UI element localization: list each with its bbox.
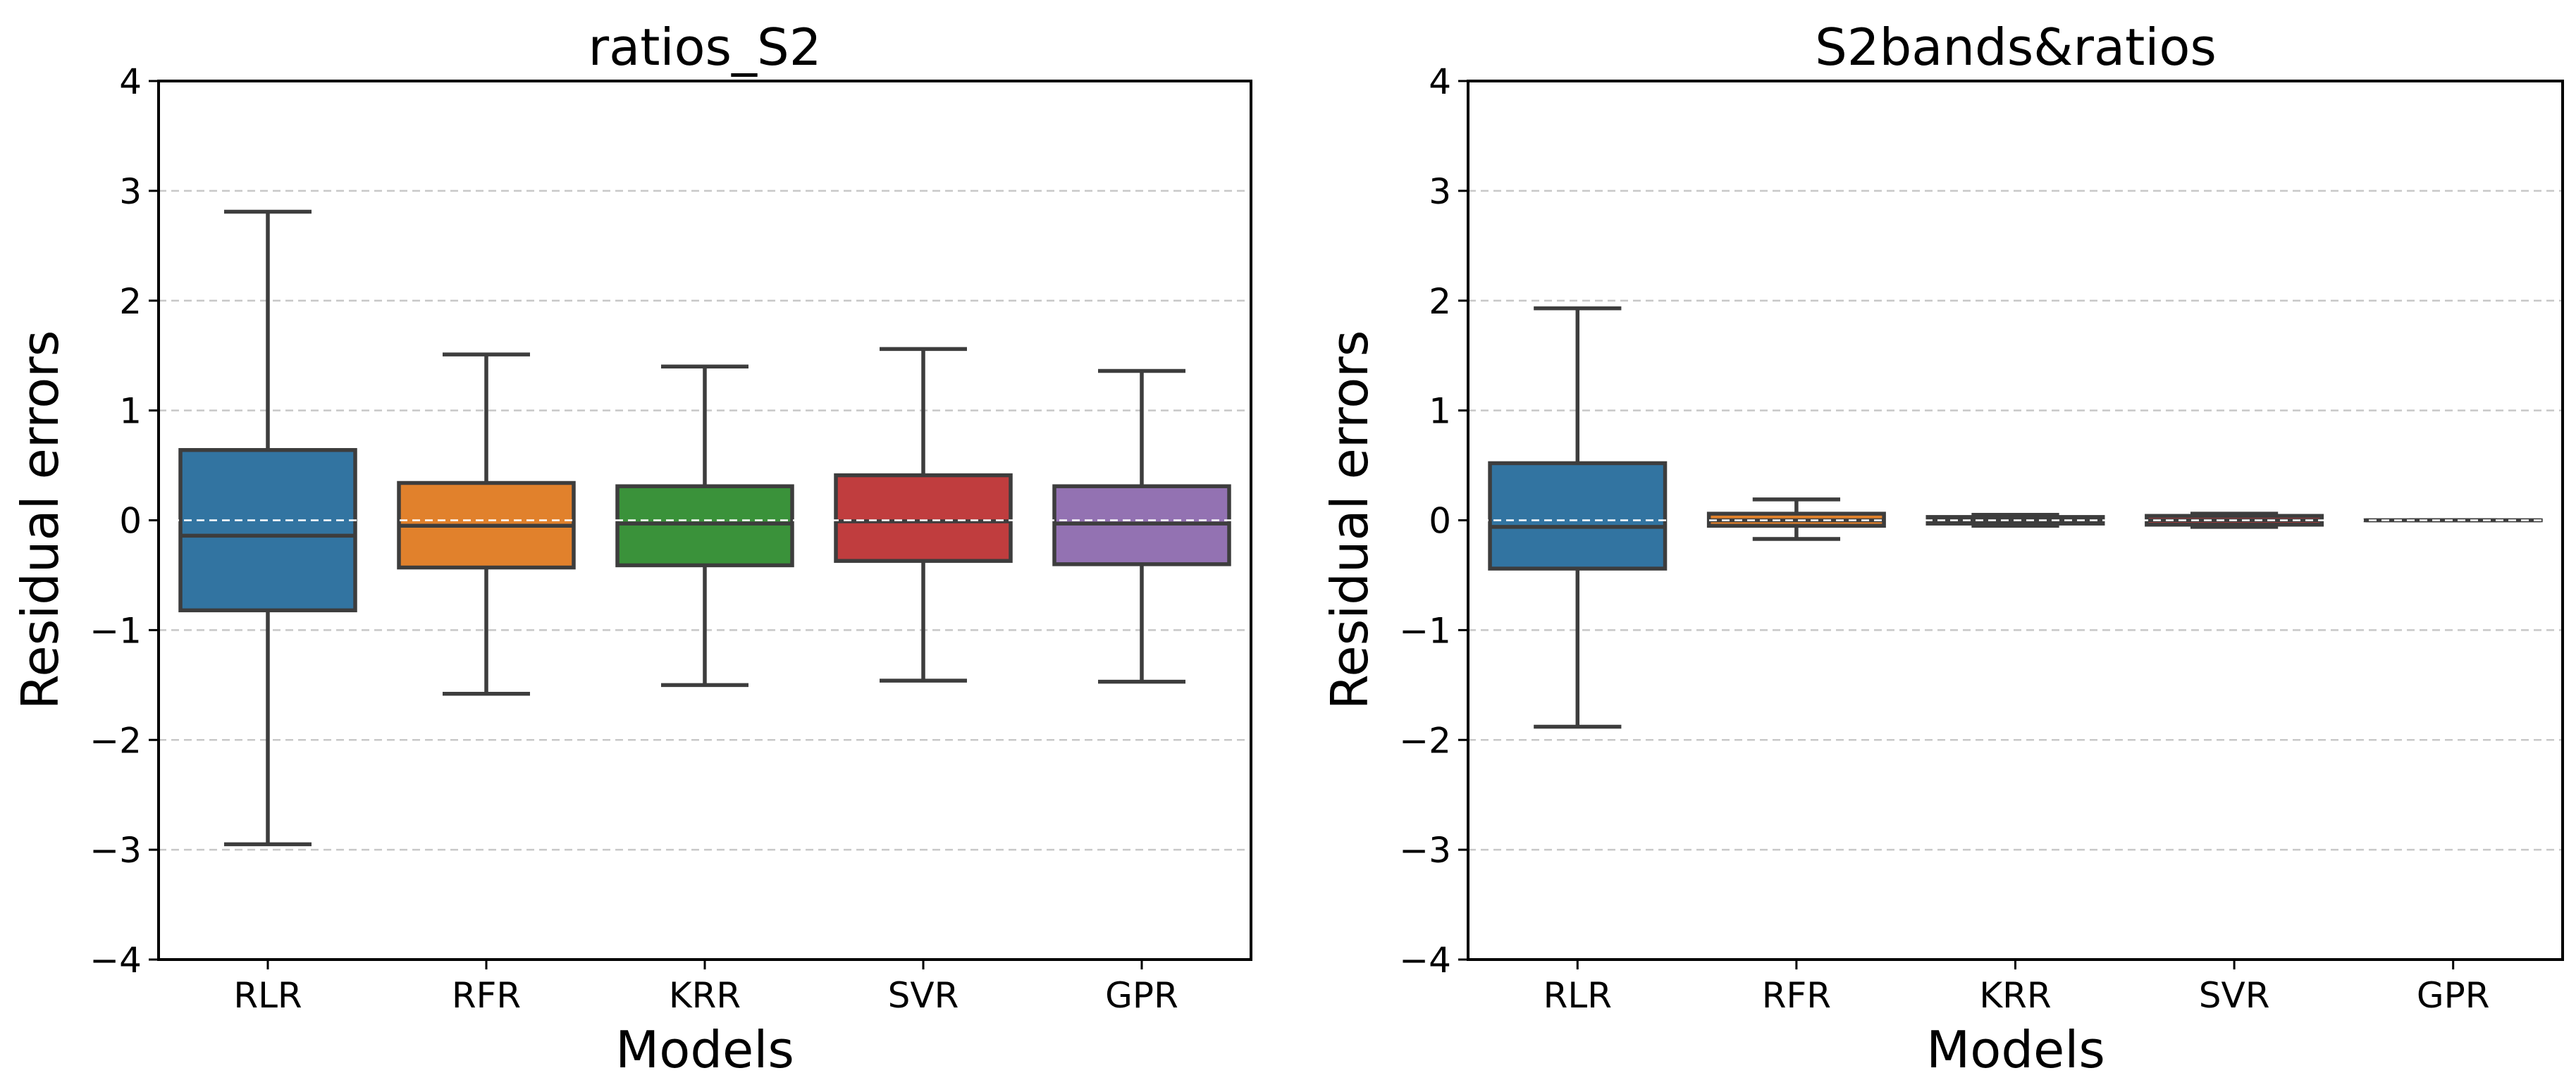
x-tick-label: GPR: [1105, 975, 1178, 1016]
x-tick-label: RLR: [233, 975, 302, 1016]
y-tick-label: 4: [1429, 61, 1451, 102]
box-body: [834, 473, 1013, 563]
x-tick-label: RFR: [452, 975, 521, 1016]
plot-frame: [1467, 80, 2564, 961]
y-tick-label: −3: [90, 830, 142, 871]
y-tick-label: 2: [119, 281, 142, 322]
box-rfr: [397, 352, 576, 696]
x-tick-label: RLR: [1543, 975, 1612, 1016]
x-axis-title: Models: [1926, 1020, 2105, 1079]
box-body: [1488, 461, 1668, 571]
y-tick-label: 0: [119, 501, 142, 542]
y-tick-label: −1: [1399, 610, 1451, 651]
y-tick-label: 4: [119, 61, 142, 102]
x-tick-label: GPR: [2417, 975, 2490, 1016]
x-axis-title: Models: [615, 1020, 794, 1079]
x-tick-label: RFR: [1762, 975, 1831, 1016]
y-axis-title: Residual errors: [11, 330, 70, 710]
y-tick-label: −4: [1399, 940, 1451, 981]
y-tick-label: 1: [1429, 391, 1451, 432]
box-rlr: [1488, 306, 1668, 729]
y-tick-label: 3: [1429, 171, 1451, 212]
x-tick-label: SVR: [2199, 975, 2270, 1016]
chart-panel-s2bands-ratios: S2bands&ratios Models Residual errors 4 3…: [1320, 18, 2564, 1079]
y-tick-label: 0: [1429, 501, 1451, 542]
y-tick-label: 1: [119, 391, 142, 432]
y-axis-title: Residual errors: [1320, 330, 1379, 710]
y-tick-label: 2: [1429, 281, 1451, 322]
y-tick-label: −4: [90, 940, 142, 981]
box-krr: [615, 364, 794, 688]
chart-title: S2bands&ratios: [1815, 18, 2217, 77]
x-tick-label: SVR: [888, 975, 959, 1016]
y-tick-label: 3: [119, 171, 142, 212]
y-tick-label: −2: [90, 720, 142, 761]
y-tick-label: −3: [1399, 830, 1451, 871]
box-svr: [834, 347, 1013, 683]
chart-panel-ratios-s2: ratios_S2 Models Residual errors 4 3 2 1 0 −1…: [11, 18, 1252, 1079]
y-tick-label: −1: [90, 610, 142, 651]
chart-title: ratios_S2: [588, 18, 821, 77]
plot-frame: [157, 80, 1252, 961]
box-rfr: [1706, 497, 1886, 541]
box-body: [178, 447, 357, 613]
x-tick-label: KRR: [669, 975, 741, 1016]
box-gpr: [1052, 368, 1231, 684]
box-rlr: [178, 209, 357, 847]
box-body: [615, 484, 794, 568]
y-tick-label: −2: [1399, 720, 1451, 761]
x-tick-label: KRR: [1979, 975, 2051, 1016]
